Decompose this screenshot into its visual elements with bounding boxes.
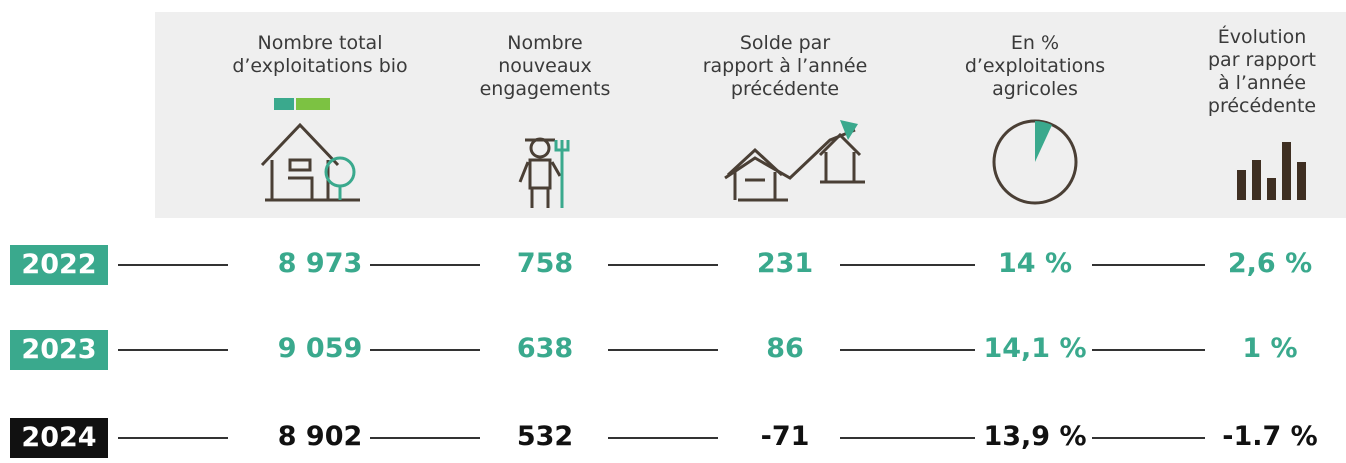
connector-line — [370, 437, 480, 439]
header-line: par rapport — [1207, 49, 1317, 71]
column-header: Nombre nouveaux engagements — [425, 32, 665, 101]
row-value: 86 — [766, 333, 804, 364]
connector-line — [118, 437, 228, 439]
connector-line — [608, 437, 718, 439]
header-line: engagements — [479, 78, 611, 100]
row-value: 532 — [516, 421, 574, 452]
year-badge: 2023 — [10, 330, 108, 370]
connector-line — [370, 349, 480, 351]
header-line: rapport à l’année — [702, 55, 868, 77]
connector-line — [840, 349, 975, 351]
row-value: 2,6 % — [1227, 248, 1313, 279]
bars-icon — [1237, 142, 1306, 200]
header-line: précédente — [730, 78, 840, 100]
connector-line — [608, 349, 718, 351]
header-line: Solde par — [739, 32, 831, 54]
row-value: 14 % — [997, 248, 1073, 279]
column-header: Nombre total d’exploitations bio — [200, 32, 440, 78]
row-value: 8 973 — [277, 248, 363, 279]
row-value: 638 — [516, 333, 574, 364]
connector-line — [1092, 349, 1205, 351]
farm-icon — [260, 98, 360, 202]
header-line: agricoles — [992, 78, 1078, 100]
column-header: Évolution par rapport à l’année précédente — [1142, 26, 1346, 118]
year-badge: 2022 — [10, 245, 108, 285]
header-line: Évolution — [1217, 26, 1307, 48]
header-line: Nombre total — [257, 32, 383, 54]
pie-icon — [992, 119, 1078, 205]
connector-line — [840, 264, 975, 266]
header-line: nouveaux — [498, 55, 592, 77]
connector-line — [118, 349, 228, 351]
row-value: 231 — [756, 248, 814, 279]
header-line: à l’année — [1217, 72, 1307, 94]
connector-line — [118, 264, 228, 266]
connector-line — [1092, 437, 1205, 439]
header-line: En % — [1010, 32, 1060, 54]
row-value: 13,9 % — [983, 421, 1087, 452]
trend-icon — [724, 120, 865, 202]
header-line: précédente — [1207, 95, 1317, 117]
connector-line — [840, 437, 975, 439]
row-value: 758 — [516, 248, 574, 279]
header-line: d’exploitations bio — [232, 55, 408, 77]
connector-line — [370, 264, 480, 266]
connector-line — [1092, 264, 1205, 266]
column-header: Solde par rapport à l’année précédente — [665, 32, 905, 101]
column-header: En % d’exploitations agricoles — [915, 32, 1155, 101]
row-value: -71 — [760, 421, 810, 452]
row-value: 1 % — [1242, 333, 1298, 364]
row-value: -1.7 % — [1222, 421, 1318, 452]
icons — [260, 98, 1306, 208]
farmer-icon — [518, 137, 570, 208]
year-badge: 2024 — [10, 418, 108, 458]
row-value: 8 902 — [277, 421, 363, 452]
header-line: Nombre — [507, 32, 583, 54]
connector-line — [608, 264, 718, 266]
row-value: 14,1 % — [983, 333, 1087, 364]
header-panel — [155, 12, 1346, 218]
header-line: d’exploitations — [964, 55, 1106, 77]
row-value: 9 059 — [277, 333, 363, 364]
